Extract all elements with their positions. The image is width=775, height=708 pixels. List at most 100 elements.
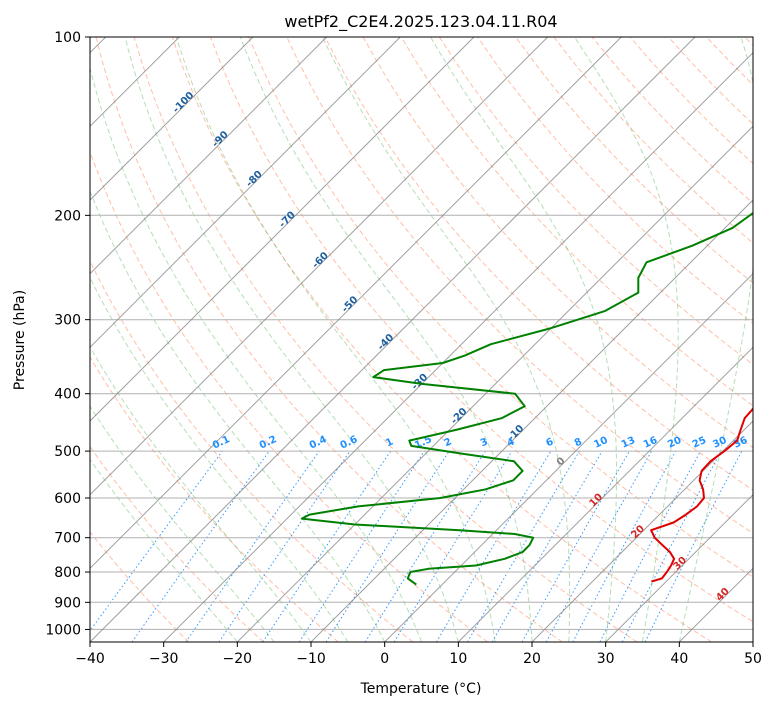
mixing-ratio-labels: 0.1 0.2 0.4 0.6 1 1.5 2 3 4 6 8 10 13 16 20 25 30 36 — [211, 434, 749, 451]
pressure-gridlines — [90, 37, 753, 630]
y-tick-label: 1000 — [45, 622, 81, 638]
chart-title: wetPf2_C2E4.2025.123.04.11.R04 — [284, 12, 557, 32]
dry-adiabat-line — [90, 445, 264, 642]
dry-adiabat-line — [90, 531, 190, 642]
isotherm-line — [678, 567, 753, 642]
sounding-profiles — [300, 211, 753, 586]
y-tick-label: 100 — [54, 30, 81, 46]
mixing-ratio-label: 20 — [666, 435, 683, 451]
y-tick-label: 200 — [54, 208, 81, 224]
temperature-profile-line — [650, 407, 753, 583]
moist-adiabat-line — [90, 345, 312, 642]
mixing-ratio-line — [621, 450, 722, 642]
y-axis-ticks: 100 200 300 400 500 600 700 800 900 1000 — [45, 30, 90, 638]
dry-adiabat-line — [90, 150, 488, 642]
mixing-ratio-line — [185, 450, 320, 642]
mixing-ratio-line — [521, 450, 630, 642]
isotherm-line — [310, 199, 753, 642]
isotherm-label: 40 — [714, 586, 732, 604]
isotherm-line — [90, 37, 254, 201]
moist-adiabat-line — [239, 37, 533, 642]
mixing-ratio-line — [218, 450, 351, 642]
dry-adiabat-line — [95, 37, 563, 642]
mixing-ratio-line — [467, 450, 580, 642]
moist-adiabat-line — [90, 276, 349, 642]
isotherm-line — [90, 37, 401, 349]
dry-adiabat-line — [400, 37, 753, 407]
mixing-ratio-label: 10 — [592, 435, 609, 451]
dry-adiabat-line — [668, 37, 753, 125]
dry-adiabats — [90, 37, 753, 642]
moist-adiabat-line — [90, 458, 238, 642]
mixing-ratio-label: 1 — [384, 436, 395, 449]
mixing-ratio-line — [572, 450, 677, 642]
mixing-ratio-label: 13 — [620, 435, 637, 451]
isotherm-label: -60 — [310, 250, 331, 271]
isotherm-label: 0 — [555, 456, 568, 469]
moist-adiabat-line — [430, 37, 617, 642]
x-axis-label: Temperature (°C) — [360, 681, 482, 697]
mixing-ratio-label: 16 — [642, 435, 659, 451]
y-tick-label: 800 — [54, 565, 81, 581]
x-tick-label: −20 — [223, 651, 253, 667]
dry-adiabat-line — [324, 37, 753, 491]
moist-adiabat-line — [90, 189, 386, 642]
isotherm-label: -70 — [277, 210, 298, 231]
x-tick-label: −10 — [296, 651, 326, 667]
mixing-ratio-line — [393, 450, 513, 642]
dry-adiabat-line — [90, 356, 339, 642]
mixing-ratio-lines — [90, 450, 743, 642]
mixing-ratio-label: 3 — [479, 436, 490, 449]
dry-adiabat-line — [438, 37, 753, 366]
dry-adiabat-line — [591, 37, 753, 204]
dry-adiabat-line — [515, 37, 753, 284]
moist-adiabat-line — [574, 37, 679, 642]
y-axis-label: Pressure (hPa) — [12, 290, 28, 390]
y-tick-label: 300 — [54, 313, 81, 329]
mixing-ratio-line — [131, 450, 270, 642]
moist-adiabat-line — [90, 405, 275, 642]
mixing-ratio-line — [325, 450, 450, 642]
isotherm-label: -100 — [171, 90, 197, 116]
isotherm-line — [90, 37, 475, 422]
mixing-ratio-label: 8 — [573, 436, 584, 449]
mixing-ratio-label: 30 — [711, 435, 728, 451]
x-tick-label: 10 — [449, 651, 467, 667]
isotherm-line — [236, 125, 753, 642]
isotherm-label: 10 — [588, 492, 606, 510]
isotherm-line — [90, 37, 696, 642]
isotherm-line — [605, 493, 753, 642]
x-tick-label: −40 — [75, 651, 105, 667]
plot-frame — [89, 36, 754, 643]
dry-adiabat-line — [248, 37, 753, 578]
mixing-ratio-line — [435, 450, 552, 642]
mixing-ratio-label: 36 — [732, 435, 749, 451]
x-tick-label: 40 — [670, 651, 688, 667]
isotherm-line — [752, 641, 753, 642]
isotherm-label: -20 — [449, 406, 470, 427]
y-tick-label: 900 — [54, 595, 81, 611]
moist-adiabat-line — [322, 37, 571, 642]
mixing-ratio-label: 0.2 — [258, 434, 279, 451]
isotherm-line — [384, 272, 753, 642]
moist-adiabats — [90, 37, 753, 642]
mixing-ratio-line — [90, 450, 223, 632]
plot-area: -100-90-80-70-60-50-40-30-20-10010203040… — [90, 37, 753, 642]
isotherm-label: -80 — [244, 169, 265, 190]
x-tick-label: −30 — [149, 651, 179, 667]
moist-adiabat-line — [678, 37, 753, 642]
dewpoint-profile-line — [300, 211, 753, 586]
y-tick-label: 400 — [54, 387, 81, 403]
x-tick-label: 0 — [380, 651, 389, 667]
isotherm-line — [163, 51, 753, 642]
isotherm-line — [90, 37, 328, 275]
mixing-ratio-label: 0.4 — [308, 434, 329, 451]
x-tick-label: 20 — [523, 651, 541, 667]
x-tick-label: 30 — [597, 651, 615, 667]
mixing-ratio-label: 6 — [544, 436, 555, 449]
isotherm-line — [457, 346, 753, 642]
dry-adiabat-line — [210, 37, 753, 623]
mixing-ratio-line — [298, 450, 425, 642]
moist-adiabat-line — [90, 65, 422, 642]
isotherm-line — [90, 37, 549, 496]
